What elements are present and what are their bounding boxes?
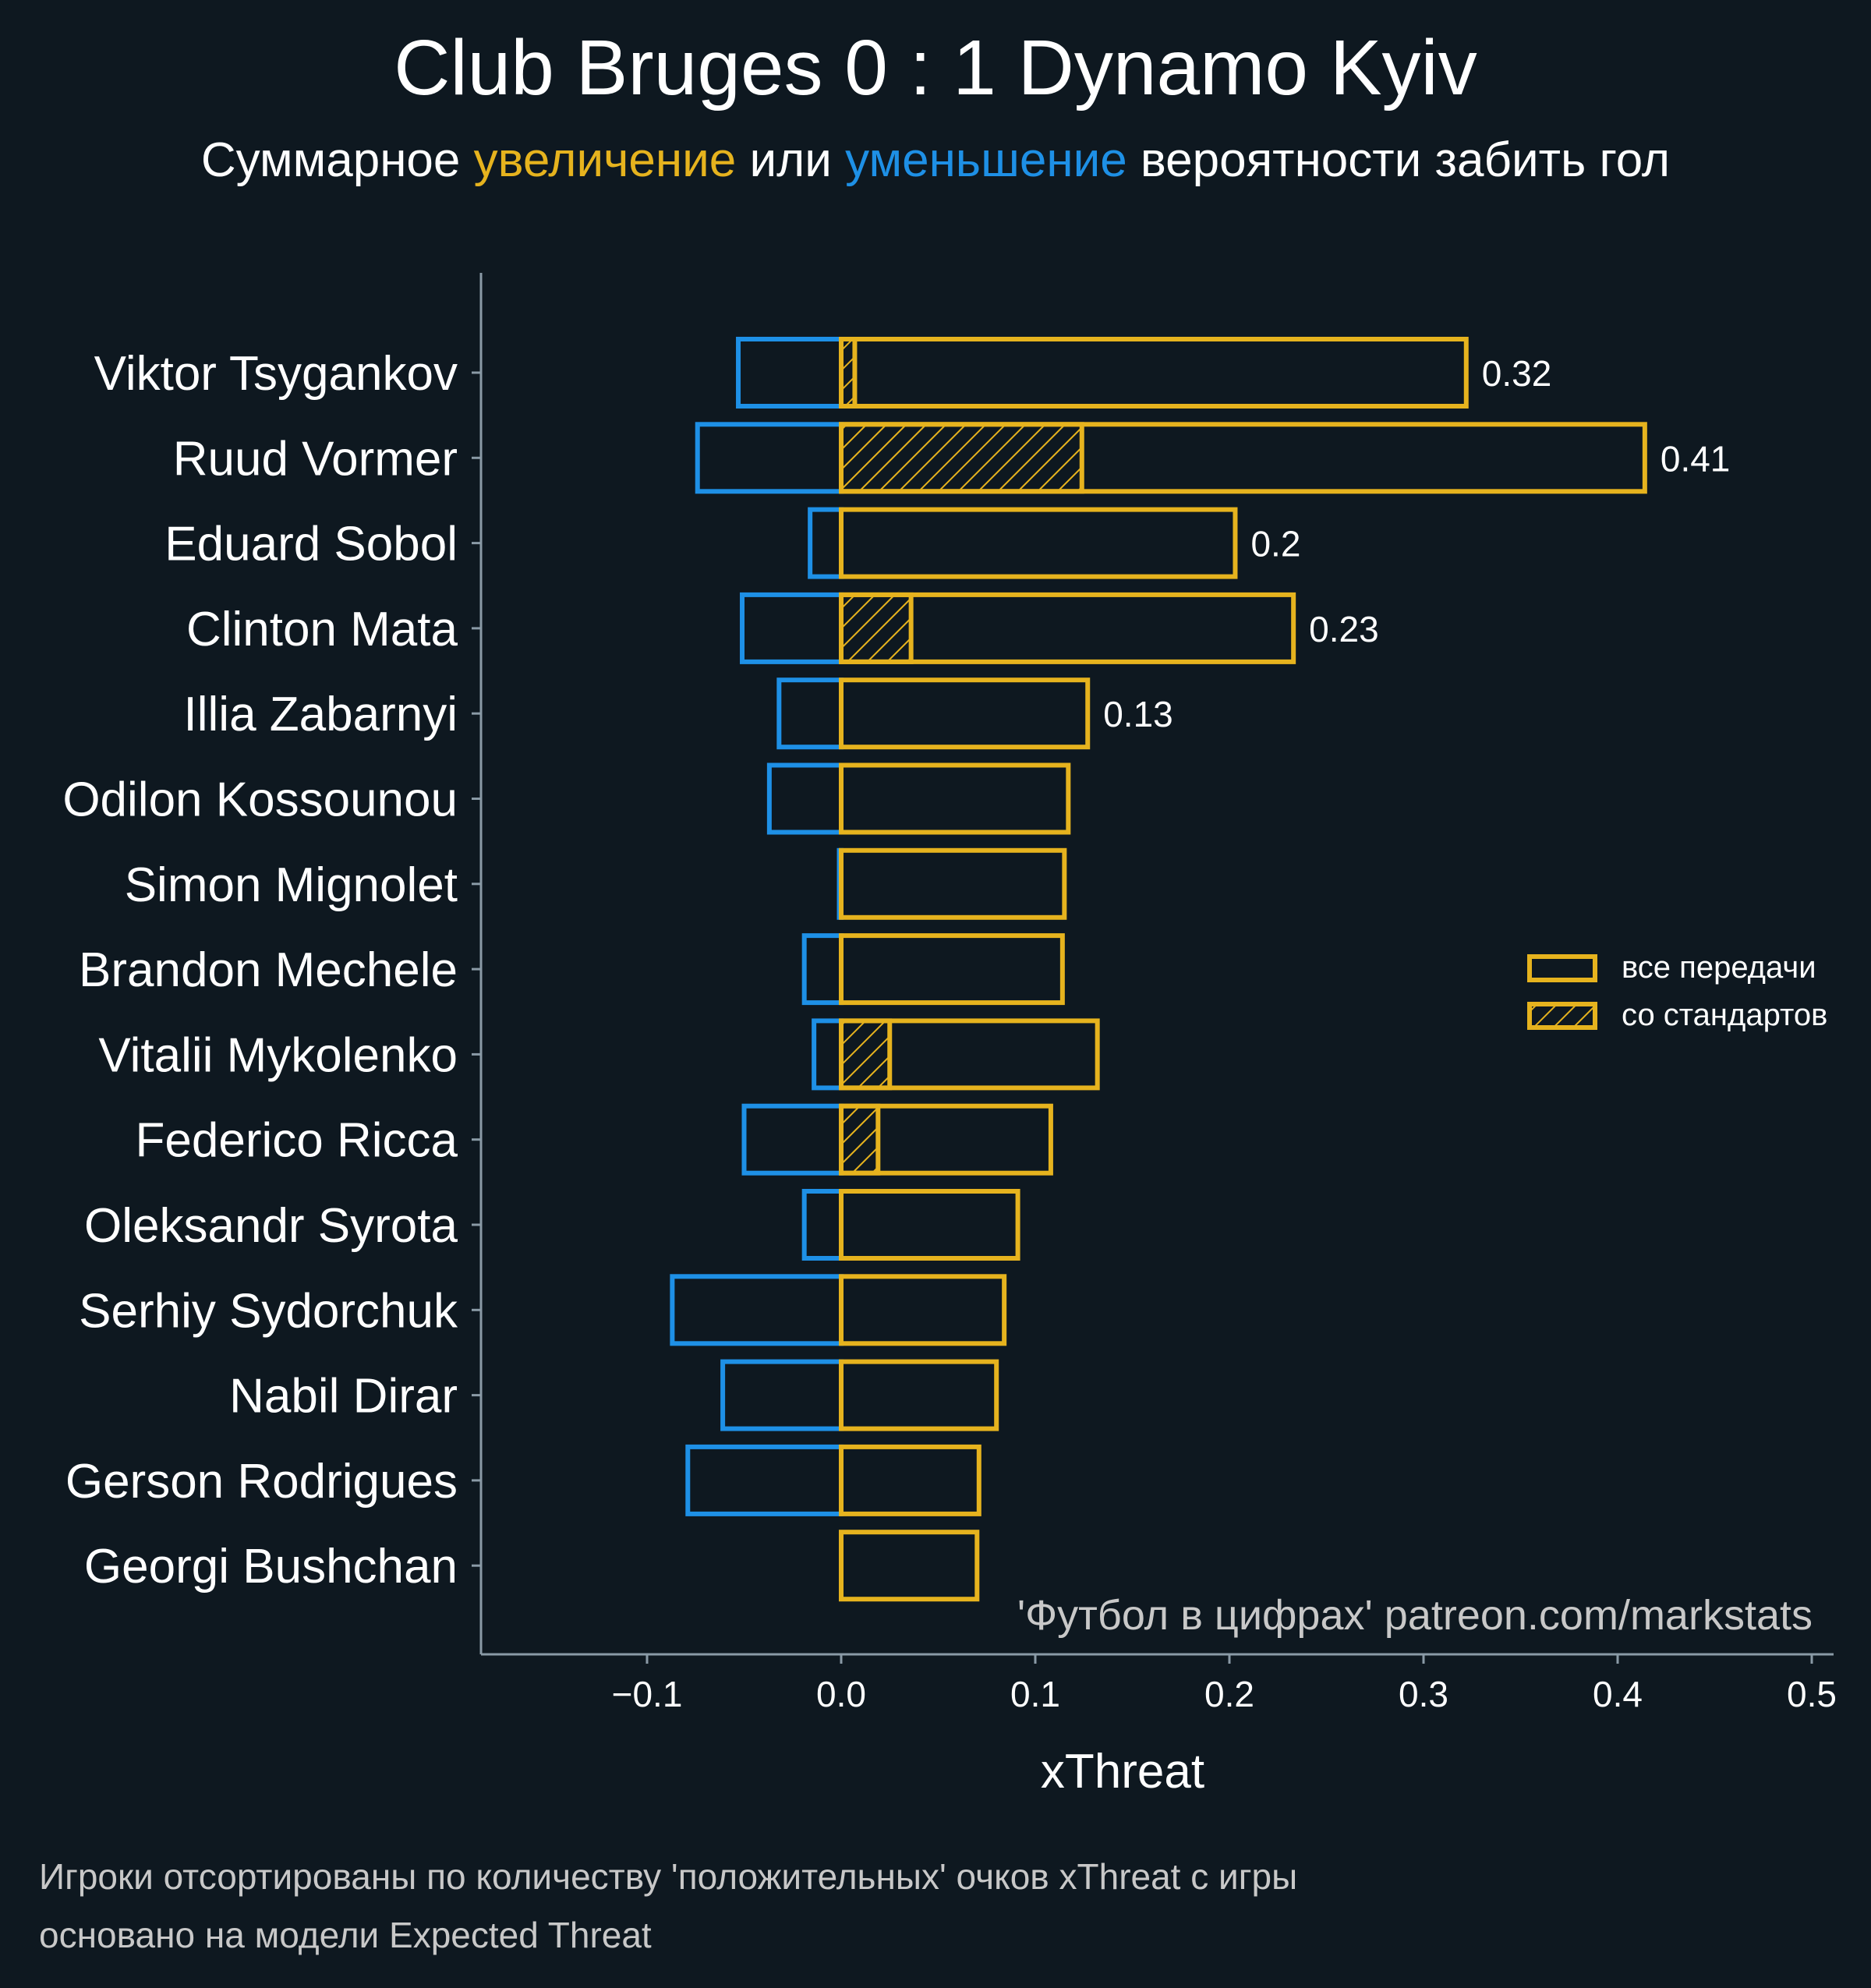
legend-label-set-pieces: со стандартов bbox=[1622, 998, 1827, 1032]
subtitle-middle: или bbox=[736, 133, 846, 187]
footnote-sorting: Игроки отсортированы по количеству 'поло… bbox=[39, 1856, 1298, 1897]
bar-positive bbox=[839, 677, 1091, 750]
y-tick-label: Simon Mignolet bbox=[125, 858, 458, 912]
bar-negative bbox=[736, 337, 844, 409]
subtitle-decrease: уменьшение bbox=[845, 133, 1127, 187]
chart-subtitle: Суммарное увеличение или уменьшение веро… bbox=[0, 133, 1871, 188]
bar-negative bbox=[670, 1274, 844, 1346]
y-tick-label: Georgi Bushchan bbox=[84, 1540, 458, 1594]
bar-negative bbox=[801, 1189, 844, 1261]
y-tick-label: Vitalii Mykolenko bbox=[98, 1028, 458, 1082]
x-tick-label: 0.1 bbox=[1010, 1674, 1060, 1714]
bar-set-pieces bbox=[839, 422, 1084, 494]
watermark-text: 'Футбол в цифрах' patreon.com/markstats bbox=[1017, 1592, 1813, 1639]
bar-negative bbox=[740, 592, 844, 664]
bar-negative bbox=[720, 1359, 844, 1431]
subtitle-prefix: Суммарное bbox=[200, 133, 474, 187]
y-tick-label: Serhiy Sydorchuk bbox=[79, 1284, 458, 1338]
bar-negative bbox=[808, 507, 844, 579]
bar-negative bbox=[801, 933, 844, 1006]
bar-positive bbox=[839, 1444, 981, 1516]
y-tick-label: Ruud Vormer bbox=[173, 432, 458, 486]
subtitle-suffix: вероятности забить гол bbox=[1126, 133, 1671, 187]
bar-positive bbox=[839, 337, 1469, 409]
x-tick-label: 0.0 bbox=[816, 1674, 866, 1714]
bar-positive bbox=[839, 1530, 980, 1602]
bar-set-pieces bbox=[839, 1018, 893, 1091]
y-tick-label: Oleksandr Syrota bbox=[84, 1199, 458, 1253]
bar-value-label: 0.32 bbox=[1482, 353, 1552, 394]
bar-positive bbox=[839, 762, 1071, 835]
y-tick-label: Eduard Sobol bbox=[164, 518, 458, 571]
bar-value-label: 0.13 bbox=[1103, 694, 1173, 734]
bar-value-label: 0.23 bbox=[1309, 609, 1379, 649]
bar-value-label: 0.41 bbox=[1661, 438, 1731, 479]
bar-positive bbox=[839, 1103, 1053, 1176]
bar-positive bbox=[839, 422, 1647, 494]
y-tick-label: Viktor Tsygankov bbox=[94, 347, 458, 401]
subtitle-increase: увеличение bbox=[473, 133, 737, 187]
chart-title: Club Bruges 0 : 1 Dynamo Kyiv bbox=[394, 24, 1477, 111]
bar-negative bbox=[766, 762, 844, 835]
y-tick-label: Odilon Kossounou bbox=[62, 773, 458, 827]
bar-positive bbox=[839, 847, 1067, 920]
bar-positive bbox=[839, 1189, 1020, 1261]
x-tick-label: −0.1 bbox=[612, 1674, 683, 1714]
footnote-model: основано на модели Expected Threat bbox=[39, 1915, 652, 1955]
x-tick-label: 0.2 bbox=[1204, 1674, 1254, 1714]
bar-positive bbox=[839, 1274, 1007, 1346]
x-axis-label: xThreat bbox=[1041, 1745, 1204, 1799]
x-tick-label: 0.4 bbox=[1593, 1674, 1643, 1714]
bar-negative bbox=[812, 1018, 844, 1091]
y-tick-label: Illia Zabarnyi bbox=[184, 688, 458, 741]
bar-set-pieces bbox=[839, 1103, 881, 1176]
bar-value-label: 0.2 bbox=[1250, 524, 1300, 564]
legend-swatch-set-pieces bbox=[1527, 1002, 1597, 1030]
y-tick-label: Brandon Mechele bbox=[79, 943, 458, 997]
bar-negative bbox=[695, 422, 844, 494]
legend-swatch-all-passes bbox=[1527, 954, 1597, 982]
bar-positive bbox=[839, 592, 1296, 664]
bar-positive bbox=[839, 1018, 1100, 1091]
bar-positive bbox=[839, 507, 1238, 579]
bar-negative bbox=[776, 677, 844, 750]
x-tick-label: 0.3 bbox=[1399, 1674, 1448, 1714]
bar-negative bbox=[685, 1444, 844, 1516]
bar-negative bbox=[741, 1103, 844, 1176]
x-tick-label: 0.5 bbox=[1787, 1674, 1837, 1714]
legend-label-all-passes: все передачи bbox=[1622, 950, 1816, 985]
bar-set-pieces bbox=[839, 592, 914, 664]
y-tick-label: Clinton Mata bbox=[186, 603, 458, 656]
bar-positive bbox=[839, 933, 1065, 1006]
y-tick-label: Federico Ricca bbox=[136, 1114, 458, 1168]
y-tick-label: Nabil Dirar bbox=[229, 1370, 458, 1424]
y-tick-label: Gerson Rodrigues bbox=[65, 1455, 458, 1509]
bar-positive bbox=[839, 1359, 999, 1431]
